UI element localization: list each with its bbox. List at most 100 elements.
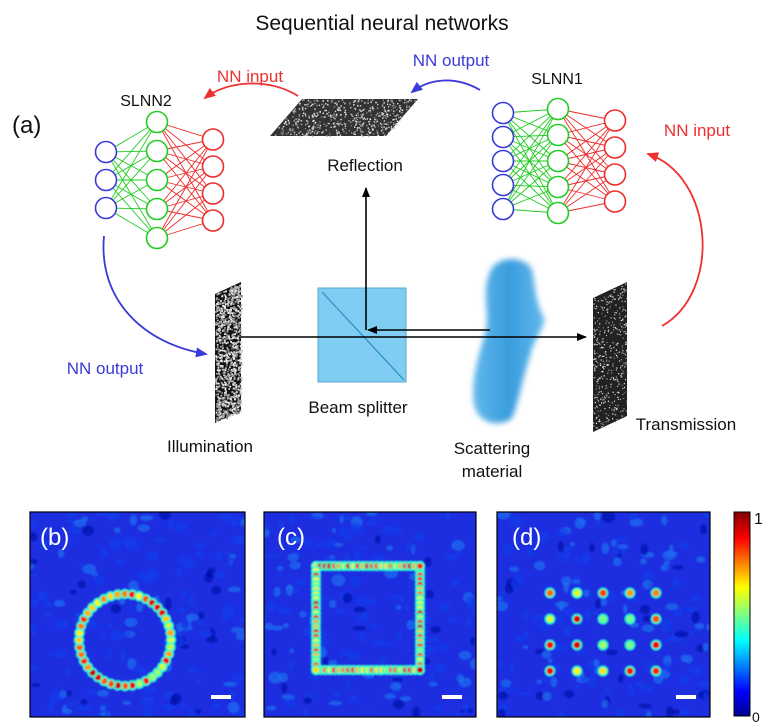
speckle-grain — [235, 373, 237, 376]
speckle-grain — [313, 119, 315, 122]
nn-node — [603, 136, 627, 159]
speckle-grain — [237, 369, 240, 371]
speckle-grain — [312, 103, 314, 105]
speckle-grain — [614, 289, 616, 291]
transmission-label: Transmission — [636, 415, 736, 434]
speckle-grain — [391, 101, 393, 103]
speckle-grain — [234, 361, 236, 364]
speckle-grain — [230, 316, 232, 319]
speckle-grain — [607, 364, 610, 366]
panel-d-label: (d) — [512, 524, 541, 551]
speckle-grain — [221, 312, 223, 315]
speckle-grain — [332, 116, 335, 119]
speckle-grain — [236, 298, 239, 301]
speckle-grain — [338, 108, 341, 110]
speckle-grain — [231, 380, 234, 383]
speckle-grain — [601, 386, 603, 388]
speckle-grain — [624, 330, 626, 333]
speckle-grain — [596, 366, 598, 368]
speckle-grain — [406, 106, 408, 108]
reflection-plane — [270, 99, 418, 136]
speckle-grain — [238, 376, 241, 379]
speckle-grain — [607, 311, 609, 313]
speckle-grain — [336, 132, 339, 134]
speckle-grain — [224, 360, 226, 363]
speckle-grain — [371, 108, 373, 110]
speckle-grain — [385, 112, 388, 114]
speckle-grain — [225, 392, 227, 395]
speckle-grain — [219, 316, 221, 319]
speckle-grain — [235, 383, 238, 386]
speckle-grain — [598, 386, 600, 388]
speckle-grain — [227, 320, 230, 323]
speckle-grain — [376, 120, 378, 123]
speckle-grain — [226, 323, 229, 326]
speckle-grain — [230, 321, 232, 323]
speckle-grain — [615, 312, 617, 314]
speckle-grain — [397, 103, 399, 105]
speckle-grain — [317, 114, 319, 116]
speckle-grain — [225, 410, 228, 413]
speckle-grain — [375, 122, 377, 124]
speckle-grain — [366, 124, 368, 127]
speckle-grain — [226, 328, 229, 331]
speckle-grain — [221, 344, 224, 347]
speckle-grain — [594, 299, 596, 301]
speckle-grain — [232, 375, 235, 377]
speckle-grain — [236, 388, 239, 391]
speckle-grain — [219, 336, 222, 339]
speckle-grain — [224, 333, 226, 335]
speckle-grain — [231, 300, 234, 302]
speckle-grain — [602, 366, 604, 368]
figure-title: Sequential neural networks — [255, 12, 508, 35]
speckle-grain — [610, 357, 612, 359]
speckle-grain — [233, 373, 236, 376]
speckle-grain — [392, 107, 395, 109]
speckle-grain — [239, 284, 241, 287]
nn-connection — [557, 120, 616, 214]
speckle-grain — [231, 333, 234, 336]
speckle-grain — [382, 132, 385, 134]
speckle-grain — [235, 308, 238, 311]
speckle-grain — [603, 402, 605, 404]
speckle-grain — [215, 411, 218, 414]
speckle-grain — [618, 383, 620, 385]
speckle-grain — [236, 363, 238, 366]
speckle-grain — [619, 323, 621, 325]
speckle-grain — [625, 323, 627, 325]
speckle-grain — [616, 418, 618, 421]
speckle-grain — [227, 380, 229, 383]
speckle-grain — [604, 330, 606, 332]
speckle-grain — [302, 99, 304, 101]
illumination-speckle — [215, 284, 243, 423]
speckle-grain — [608, 302, 610, 304]
speckle-grain — [626, 297, 628, 299]
speckle-grain — [370, 131, 372, 134]
speckle-grain — [224, 320, 227, 323]
nn-connection — [502, 134, 559, 210]
speckle-grain — [392, 119, 394, 121]
speckle-grain — [235, 336, 238, 339]
speckle-grain — [215, 388, 217, 391]
speckle-grain — [623, 324, 625, 326]
speckle-grain — [594, 397, 596, 399]
speckle-grain — [594, 365, 596, 367]
speckle-grain — [226, 408, 229, 411]
speckle-grain — [606, 364, 608, 366]
speckle-grain — [376, 107, 379, 109]
speckle-grain — [233, 351, 236, 354]
speckle-grain — [217, 352, 220, 355]
speckle-grain — [310, 132, 312, 134]
speckle-grain — [315, 126, 317, 128]
speckle-grain — [230, 309, 232, 311]
speckle-grain — [234, 406, 237, 409]
speckle-grain — [216, 323, 219, 326]
speckle-grain — [224, 301, 226, 304]
speckle-grain — [383, 106, 385, 109]
speckle-grain — [230, 401, 233, 403]
speckle-grain — [312, 116, 314, 119]
speckle-grain — [357, 116, 359, 118]
speckle-grain — [375, 114, 377, 116]
speckle-grain — [317, 126, 319, 129]
